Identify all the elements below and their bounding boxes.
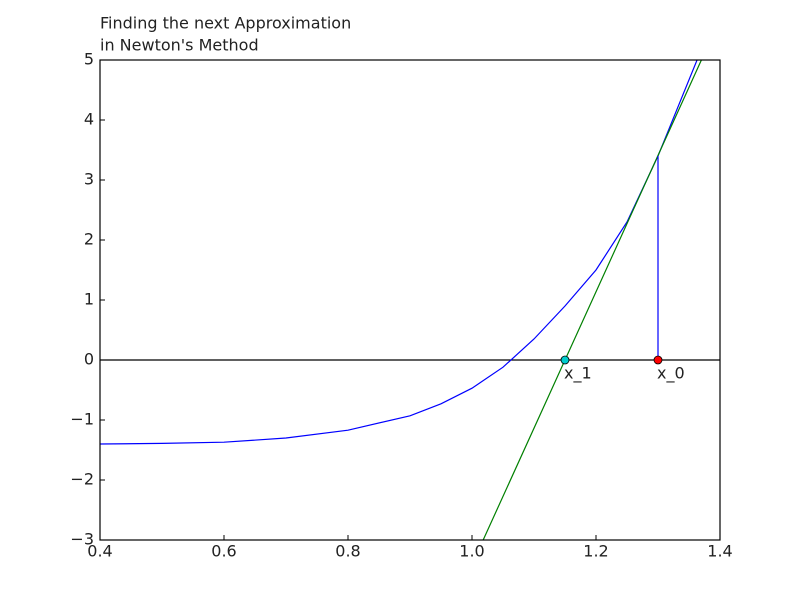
chart-title: Finding the next Approximation (100, 14, 351, 33)
y-tick-label: 3 (84, 170, 94, 189)
series-line (100, 60, 698, 445)
point (560, 355, 570, 365)
x-tick-label: 0.8 (335, 542, 360, 561)
y-tick-label: 5 (84, 50, 94, 69)
plot-area (100, 60, 720, 540)
y-tick-label: −3 (70, 530, 94, 549)
y-tick-label: 2 (84, 230, 94, 249)
x-tick-label: 0.4 (87, 542, 112, 561)
y-tick-label: −2 (70, 470, 94, 489)
x-tick-label: 1.2 (583, 542, 608, 561)
y-tick-label: 1 (84, 290, 94, 309)
point (653, 355, 663, 365)
x-tick-label: 0.6 (211, 542, 236, 561)
series-line (482, 60, 702, 540)
point-label: x_0 (657, 364, 685, 384)
x-tick-label: 1.0 (459, 542, 484, 561)
y-tick-label: 4 (84, 110, 94, 129)
chart-title: in Newton's Method (100, 36, 259, 55)
y-tick-label: −1 (70, 410, 94, 429)
point-label: x_1 (564, 364, 592, 384)
y-tick-label: 0 (84, 350, 94, 369)
x-tick-label: 1.4 (707, 542, 732, 561)
